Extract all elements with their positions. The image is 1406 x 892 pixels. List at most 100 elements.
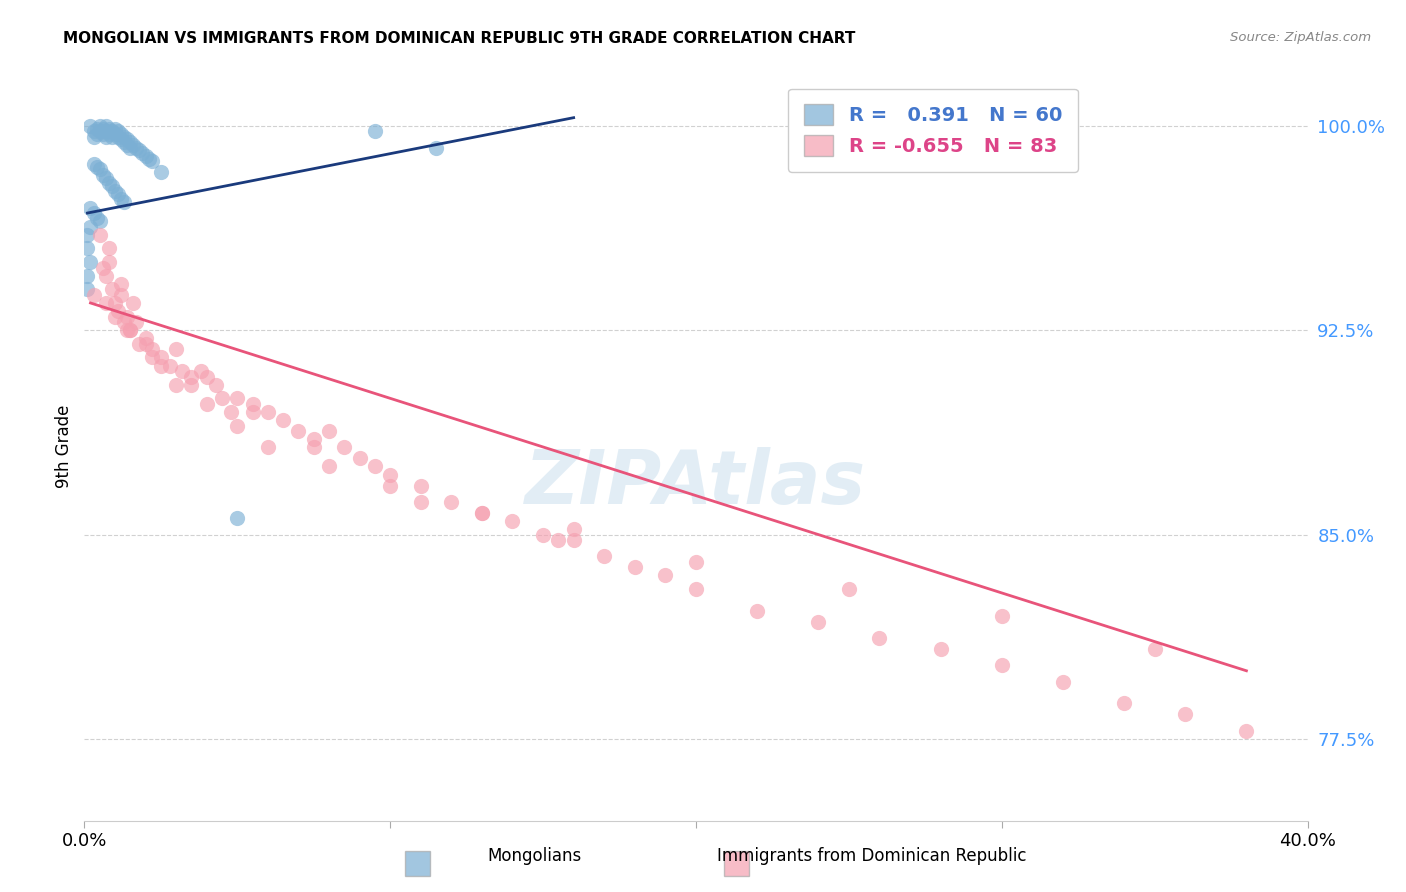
Point [180,369,202,384]
Point [86,127,108,141]
Point [89,227,111,242]
Point [471,506,494,520]
Point [110,132,132,146]
Point [807,615,830,629]
Point [211,392,233,406]
Point [190,364,212,378]
Point [122,296,145,310]
Point [654,568,676,582]
Point [97,176,120,190]
Point [125,315,148,329]
Point [1114,697,1136,711]
Point [83,157,105,171]
Point [1174,707,1197,722]
Point [101,282,124,296]
Point [318,424,340,438]
Point [107,124,129,138]
Point [219,405,242,419]
Point [1052,674,1074,689]
Point [120,135,142,149]
Point [149,165,172,179]
Point [138,152,160,166]
Point [991,658,1014,673]
Point [89,162,111,177]
Point [76,227,98,242]
Point [869,631,891,645]
Point [94,170,117,185]
Point [440,495,463,509]
Point [107,186,129,201]
Point [165,343,187,357]
Point [165,377,187,392]
Point [531,527,554,541]
Point [79,219,101,234]
Point [287,424,309,438]
Point [110,127,132,141]
Point [115,132,138,146]
Point [110,277,132,291]
Point [1236,723,1258,738]
Point [101,129,124,144]
Point [94,119,117,133]
Point [91,260,114,275]
Point [101,124,124,138]
Point [226,392,249,406]
Point [128,336,150,351]
Point [76,282,98,296]
Y-axis label: 9th Grade: 9th Grade [55,404,73,488]
Point [364,124,387,138]
Point [86,211,108,226]
Point [195,369,218,384]
Point [1143,642,1166,657]
Point [104,310,127,324]
Point [302,432,325,446]
Point [89,119,111,133]
Point [110,193,132,207]
Point [226,511,249,525]
Point [624,560,647,574]
Point [131,146,153,161]
Point [94,296,117,310]
Point [135,331,157,345]
Point [107,129,129,144]
Point [409,495,432,509]
Point [104,127,127,141]
Point [112,129,135,144]
Point [141,351,163,365]
Point [349,451,371,466]
Point [97,255,120,269]
Point [547,533,569,547]
Point [94,124,117,138]
Point [83,287,105,301]
Point [97,242,120,256]
Bar [724,851,749,876]
Point [97,127,120,141]
Bar [405,851,430,876]
Point [122,137,145,152]
Point [89,124,111,138]
Legend: R =   0.391   N = 60, R = -0.655   N = 83: R = 0.391 N = 60, R = -0.655 N = 83 [789,88,1077,172]
Point [97,121,120,136]
Point [838,582,860,596]
Point [94,268,117,283]
Point [562,533,585,547]
Point [149,351,172,365]
Point [79,255,101,269]
Text: Mongolians: Mongolians [486,847,582,865]
Point [242,397,264,411]
Point [593,549,616,564]
Point [83,206,105,220]
Text: Immigrants from Dominican Republic: Immigrants from Dominican Republic [717,847,1026,865]
Point [91,127,114,141]
Point [89,214,111,228]
Point [79,201,101,215]
Point [685,582,707,596]
Point [180,377,202,392]
Point [747,604,769,618]
Point [83,124,105,138]
Point [409,478,432,492]
Point [380,467,402,482]
Point [104,296,127,310]
Point [107,304,129,318]
Point [471,506,494,520]
